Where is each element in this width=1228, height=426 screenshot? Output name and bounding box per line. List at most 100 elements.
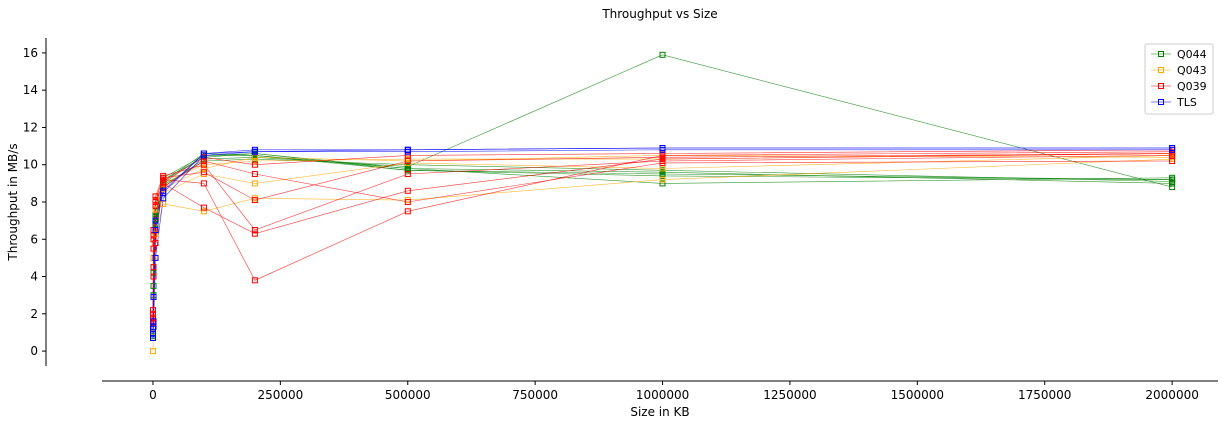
legend-marker-q039 bbox=[1158, 83, 1164, 89]
data-point-q039 bbox=[160, 178, 167, 185]
data-point-q039 bbox=[251, 277, 258, 284]
data-point-q039 bbox=[152, 193, 159, 200]
series-markers bbox=[150, 51, 1176, 355]
data-point-q039 bbox=[200, 169, 207, 176]
data-point-q044 bbox=[404, 167, 411, 174]
x-tick-label: 750000 bbox=[512, 388, 558, 402]
data-point-tls bbox=[251, 148, 258, 155]
data-point-q044 bbox=[150, 269, 157, 276]
y-tick-label: 2 bbox=[30, 307, 38, 321]
data-point-tls bbox=[160, 195, 167, 202]
data-point-tls bbox=[150, 331, 156, 338]
data-point-q039 bbox=[404, 187, 411, 194]
data-point-q039 bbox=[404, 199, 411, 205]
data-point-q044 bbox=[659, 51, 666, 58]
x-tick-label: 1250000 bbox=[763, 388, 816, 402]
data-point-tls bbox=[160, 189, 167, 196]
data-point-tls bbox=[150, 325, 156, 332]
data-point-q043 bbox=[659, 165, 666, 172]
data-point-q039 bbox=[150, 264, 157, 271]
data-point-q043 bbox=[150, 348, 156, 355]
data-point-q043 bbox=[251, 180, 258, 187]
legend-label-q039: Q039 bbox=[1177, 80, 1207, 93]
data-point-q044 bbox=[659, 180, 666, 187]
data-point-q039 bbox=[200, 158, 207, 164]
data-point-q039 bbox=[150, 273, 157, 280]
x-tick-label: 0 bbox=[149, 388, 157, 402]
data-point-q039 bbox=[160, 174, 167, 181]
legend: Q044 Q043 Q039 TLS bbox=[1144, 43, 1214, 115]
legend-label-q044: Q044 bbox=[1177, 48, 1207, 61]
x-tick-label: 2000000 bbox=[1145, 388, 1198, 402]
legend-frame bbox=[1144, 43, 1214, 115]
legend-marker-q043 bbox=[1158, 67, 1164, 73]
data-point-tls bbox=[659, 146, 666, 153]
y-axis-ticks: 0 2 4 6 8 10 12 14 16 bbox=[23, 46, 46, 358]
series-line-q044 bbox=[152, 54, 1173, 324]
data-point-tls bbox=[1169, 146, 1176, 153]
x-axis-ticks: 0 250000 500000 750000 1000000 1250000 1500000… bbox=[149, 381, 1199, 402]
data-point-q039 bbox=[152, 202, 159, 209]
data-point-q039 bbox=[404, 158, 411, 164]
data-point-q039 bbox=[659, 159, 666, 166]
data-point-q039 bbox=[150, 307, 156, 314]
x-tick-label: 250000 bbox=[257, 388, 303, 402]
data-point-q039 bbox=[251, 230, 258, 237]
data-point-q043 bbox=[200, 165, 207, 172]
data-point-q039 bbox=[200, 161, 207, 168]
data-point-q043 bbox=[152, 206, 159, 213]
data-point-q039 bbox=[659, 154, 666, 161]
data-point-q039 bbox=[251, 161, 258, 168]
data-point-q039 bbox=[160, 184, 167, 191]
data-point-q043 bbox=[200, 208, 207, 215]
y-tick-label: 8 bbox=[30, 195, 38, 209]
series-line-q039 bbox=[152, 149, 1173, 320]
series-line-q039 bbox=[152, 160, 1173, 324]
x-tick-label: 500000 bbox=[385, 388, 431, 402]
data-point-q039 bbox=[1169, 158, 1176, 164]
data-point-q044 bbox=[1169, 176, 1176, 183]
series-line-q043 bbox=[152, 158, 1173, 352]
data-point-q044 bbox=[150, 282, 157, 289]
data-point-q039 bbox=[251, 227, 258, 233]
data-point-q039 bbox=[404, 152, 411, 159]
data-point-q043 bbox=[251, 154, 258, 161]
legend-marker-q044 bbox=[1158, 51, 1164, 57]
data-point-tls bbox=[152, 254, 159, 261]
data-point-tls bbox=[152, 227, 159, 233]
series-line-q039 bbox=[152, 155, 1173, 314]
data-point-q039 bbox=[251, 171, 258, 177]
y-axis-title: Throughput in MB/s bbox=[6, 143, 20, 261]
data-point-tls bbox=[152, 217, 159, 224]
y-tick-label: 16 bbox=[23, 46, 38, 60]
x-tick-label: 1000000 bbox=[636, 388, 689, 402]
y-tick-label: 0 bbox=[30, 344, 38, 358]
series-lines bbox=[152, 54, 1173, 352]
data-point-tls bbox=[150, 294, 157, 300]
series-line-q039 bbox=[152, 153, 1173, 311]
legend-label-q043: Q043 bbox=[1177, 64, 1207, 77]
data-point-q043 bbox=[659, 176, 666, 183]
data-point-q039 bbox=[150, 245, 157, 252]
data-point-tls bbox=[404, 148, 411, 155]
data-point-q043 bbox=[251, 158, 258, 164]
series-line-q044 bbox=[152, 153, 1173, 333]
data-point-q039 bbox=[404, 208, 411, 215]
data-point-q044 bbox=[152, 221, 159, 228]
data-point-q043 bbox=[160, 200, 167, 207]
data-point-tls bbox=[150, 335, 156, 341]
data-point-q039 bbox=[200, 204, 207, 211]
y-tick-label: 12 bbox=[23, 120, 38, 134]
x-tick-label: 1500000 bbox=[891, 388, 944, 402]
x-axis-title: Size in KB bbox=[630, 405, 689, 419]
data-point-tls bbox=[200, 150, 207, 157]
chart-title: Throughput vs Size bbox=[601, 7, 717, 21]
data-point-q039 bbox=[150, 236, 157, 243]
data-point-q044 bbox=[1169, 184, 1176, 191]
data-point-q039 bbox=[251, 197, 258, 204]
series-line-tls bbox=[152, 149, 1173, 335]
legend-label-tls: TLS bbox=[1176, 96, 1197, 109]
y-tick-label: 4 bbox=[30, 270, 38, 284]
legend-marker-tls bbox=[1158, 99, 1164, 105]
